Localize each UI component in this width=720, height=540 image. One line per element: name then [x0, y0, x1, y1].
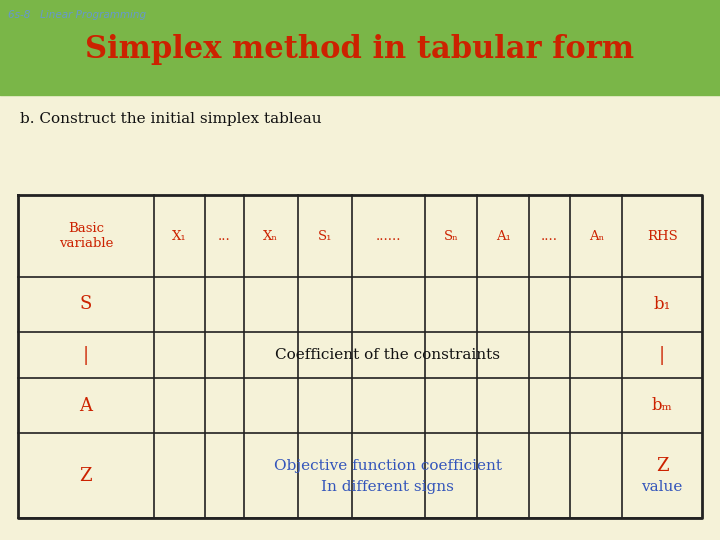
- Text: X₁: X₁: [172, 230, 186, 242]
- Text: Z: Z: [656, 457, 668, 475]
- Text: bₘ: bₘ: [652, 397, 672, 414]
- Text: value: value: [642, 480, 683, 494]
- Text: A₁: A₁: [495, 230, 510, 242]
- Text: 6s-8   Linear Programming: 6s-8 Linear Programming: [8, 10, 146, 20]
- Text: ......: ......: [376, 230, 402, 242]
- Text: Simplex method in tabular form: Simplex method in tabular form: [86, 33, 634, 65]
- Text: RHS: RHS: [647, 230, 678, 242]
- Text: Z: Z: [79, 467, 92, 484]
- Text: b. Construct the initial simplex tableau: b. Construct the initial simplex tableau: [20, 112, 322, 126]
- Text: S: S: [80, 295, 92, 314]
- Text: Xₙ: Xₙ: [263, 230, 278, 242]
- Text: Aₙ: Aₙ: [589, 230, 604, 242]
- Text: |: |: [659, 346, 665, 365]
- Text: |: |: [83, 346, 89, 365]
- Text: ....: ....: [541, 230, 558, 242]
- Text: S₁: S₁: [318, 230, 332, 242]
- Text: Coefficient of the constraints: Coefficient of the constraints: [276, 348, 500, 362]
- Text: Objective function coefficient: Objective function coefficient: [274, 458, 502, 472]
- Text: b₁: b₁: [654, 296, 671, 313]
- Text: Sₙ: Sₙ: [444, 230, 459, 242]
- Text: Basic
variable: Basic variable: [58, 222, 113, 250]
- Text: ...: ...: [218, 230, 231, 242]
- Text: In different signs: In different signs: [321, 480, 454, 494]
- Text: A: A: [79, 397, 92, 415]
